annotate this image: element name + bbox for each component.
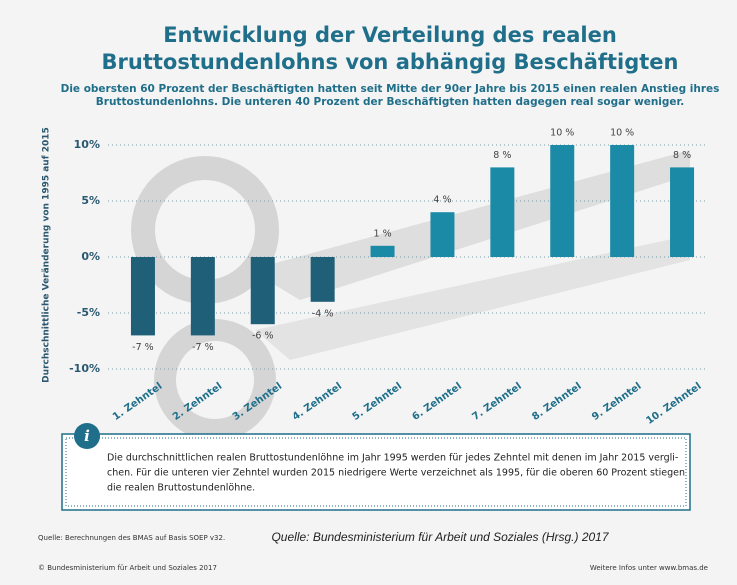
- copyright: © Bundesministerium für Arbeit und Sozia…: [38, 564, 217, 572]
- value-label: -6 %: [252, 331, 274, 342]
- info-text: Die durchschnittlichen realen Bruttostun…: [107, 453, 678, 464]
- info-icon: i: [84, 427, 90, 445]
- value-label: 10 %: [610, 128, 634, 139]
- value-label: 8 %: [493, 150, 511, 161]
- source-note: Quelle: Berechnungen des BMAS auf Basis …: [38, 534, 225, 542]
- value-label: -4 %: [312, 308, 334, 319]
- bar: [311, 257, 335, 302]
- y-tick-label: -10%: [69, 362, 100, 375]
- bar: [670, 167, 694, 257]
- title: Entwicklung der Verteilung des realen: [163, 23, 617, 47]
- value-label: 10 %: [550, 128, 574, 139]
- more-info: Weitere Infos unter www.bmas.de: [590, 564, 708, 572]
- y-tick-label: 5%: [81, 194, 100, 207]
- source: Quelle: Bundesministerium für Arbeit und…: [271, 530, 609, 544]
- value-label: 1 %: [374, 228, 392, 239]
- subtitle: Bruttostundenlohns. Die unteren 40 Proze…: [96, 96, 684, 108]
- bar: [371, 246, 395, 257]
- value-label: 8 %: [673, 150, 691, 161]
- y-tick-label: -5%: [77, 306, 100, 319]
- y-axis-label: Durchschnittliche Veränderung von 1995 a…: [42, 127, 52, 383]
- info-text: chen. Für die unteren vier Zehntel wurde…: [107, 468, 685, 479]
- bar: [490, 167, 514, 257]
- bar: [550, 145, 574, 257]
- y-tick-label: 10%: [74, 138, 100, 151]
- bar: [191, 257, 215, 335]
- subtitle: Die obersten 60 Prozent der Beschäftigte…: [61, 83, 720, 95]
- value-label: 4 %: [433, 195, 451, 206]
- bar: [131, 257, 155, 335]
- chart: Entwicklung der Verteilung des realen Br…: [0, 0, 737, 585]
- bar: [251, 257, 275, 324]
- info-text: die realen Bruttostundenlöhne.: [107, 483, 255, 494]
- value-label: -7 %: [192, 342, 214, 353]
- y-tick-label: 0%: [81, 250, 100, 263]
- title: Bruttostundenlohns von abhängig Beschäft…: [102, 50, 679, 74]
- value-label: -7 %: [132, 342, 154, 353]
- bar: [610, 145, 634, 257]
- bar: [430, 212, 454, 257]
